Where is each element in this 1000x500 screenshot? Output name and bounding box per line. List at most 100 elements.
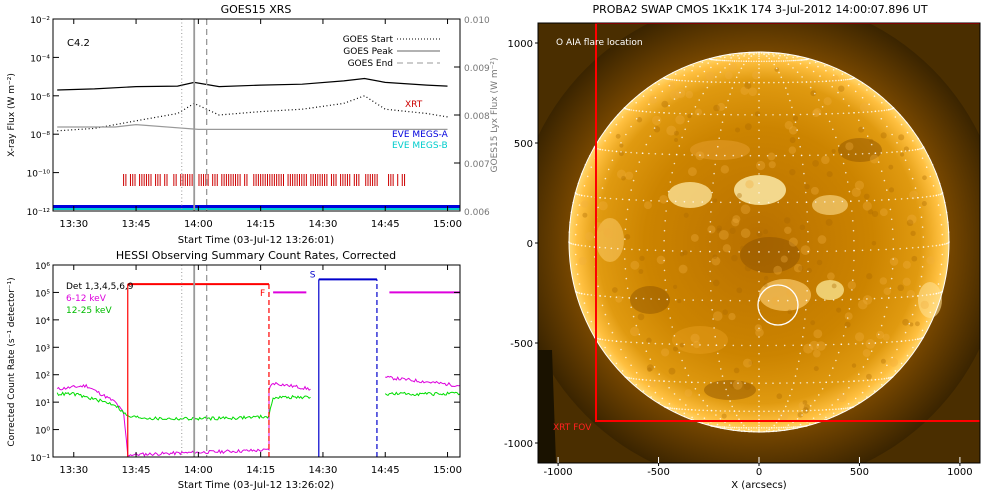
texture-dot	[675, 115, 685, 125]
texture-dot	[615, 133, 621, 139]
grid-dot	[831, 112, 833, 115]
texture-dot	[812, 109, 820, 118]
grid-dot	[721, 121, 724, 123]
grid-dot	[861, 249, 864, 252]
grid-dot	[870, 350, 873, 353]
grid-dot	[692, 65, 694, 67]
texture-dot	[674, 137, 679, 142]
texture-dot	[888, 187, 895, 193]
grid-dot	[775, 344, 777, 347]
grid-dot	[929, 293, 932, 296]
grid-dot	[745, 60, 748, 62]
grid-dot	[714, 59, 716, 61]
grid-dot	[908, 168, 911, 171]
texture-dot	[720, 165, 730, 174]
grid-dot	[846, 181, 849, 183]
grid-dot	[758, 63, 760, 66]
grid-dot	[687, 120, 690, 123]
solar-features	[578, 62, 942, 421]
grid-dot	[728, 81, 731, 84]
grid-dot	[799, 145, 801, 148]
grid-dot	[583, 302, 586, 304]
grid-dot	[787, 410, 790, 412]
grid-dot	[635, 378, 638, 380]
texture-dot	[763, 275, 769, 281]
grid-dot	[848, 112, 850, 114]
grid-dot	[824, 65, 826, 67]
grid-dot	[709, 260, 711, 263]
grid-dot	[796, 59, 798, 62]
grid-dot	[576, 193, 579, 196]
dark-region	[704, 380, 756, 400]
grid-dot	[716, 382, 719, 384]
grid-dot	[885, 248, 887, 251]
grid-dot	[809, 405, 812, 407]
grid-dot	[630, 364, 632, 367]
grid-dot	[847, 153, 850, 156]
dark-region	[630, 286, 670, 314]
texture-dot	[780, 255, 788, 263]
texture-dot	[899, 152, 905, 157]
grid-dot	[819, 75, 821, 77]
active-region	[918, 282, 942, 318]
grid-dot	[821, 388, 824, 390]
texture-dot	[722, 309, 728, 315]
grid-dot	[641, 342, 644, 344]
grid-dot	[805, 299, 808, 302]
grid-dot	[607, 168, 610, 171]
texture-dot	[902, 277, 911, 286]
texture-dot	[844, 321, 851, 328]
grid-dot	[630, 125, 632, 128]
grid-dot	[911, 247, 914, 249]
texture-dot	[836, 307, 842, 313]
grid-dot	[663, 229, 666, 232]
texture-dot	[837, 392, 847, 403]
grid-dot	[727, 59, 729, 62]
texture-dot	[756, 230, 763, 238]
grid-dot	[671, 326, 673, 328]
grid-dot	[758, 336, 760, 338]
grid-dot	[796, 129, 798, 131]
grid-dot	[586, 311, 589, 314]
grid-dot	[783, 54, 786, 57]
grid-dot	[703, 113, 706, 116]
grid-dot	[775, 426, 778, 429]
texture-dot	[879, 208, 888, 217]
grid-dot	[880, 152, 883, 154]
texture-dot	[774, 67, 780, 72]
grid-dot	[766, 154, 769, 157]
grid-dot	[785, 405, 787, 408]
grid-dot	[680, 250, 683, 252]
grid-dot	[667, 407, 670, 409]
grid-dot	[900, 198, 903, 200]
grid-dot	[786, 382, 788, 384]
grid-dot	[740, 421, 743, 424]
grid-dot	[758, 344, 760, 347]
grid-dot	[635, 109, 638, 112]
grid-dot	[729, 299, 732, 302]
grid-dot	[748, 60, 750, 62]
grid-dot	[782, 60, 785, 62]
grid-dot	[702, 399, 704, 402]
grid-dot	[725, 426, 727, 429]
grid-dot	[650, 199, 652, 202]
texture-dot	[773, 265, 783, 275]
grid-dot	[642, 199, 645, 202]
hessi-xlabel: Start Time (03-Jul-12 13:26:02)	[178, 480, 335, 491]
texture-dot	[771, 296, 781, 306]
grid-dot	[791, 426, 793, 429]
grid-dot	[900, 296, 903, 299]
grid-dot	[886, 125, 888, 128]
grid-dot	[729, 426, 731, 429]
texture-dot	[673, 284, 678, 290]
grid-dot	[779, 382, 781, 384]
grid-dot	[611, 150, 614, 152]
grid-dot	[743, 426, 745, 429]
goes-ytick-label: 10⁻⁴	[30, 54, 50, 64]
grid-dot	[578, 204, 581, 206]
hessi-series-0-seg-1	[385, 375, 460, 388]
grid-dot	[877, 161, 880, 163]
texture-dot	[724, 71, 733, 80]
grid-dot	[648, 152, 650, 155]
grid-dot	[881, 101, 883, 104]
